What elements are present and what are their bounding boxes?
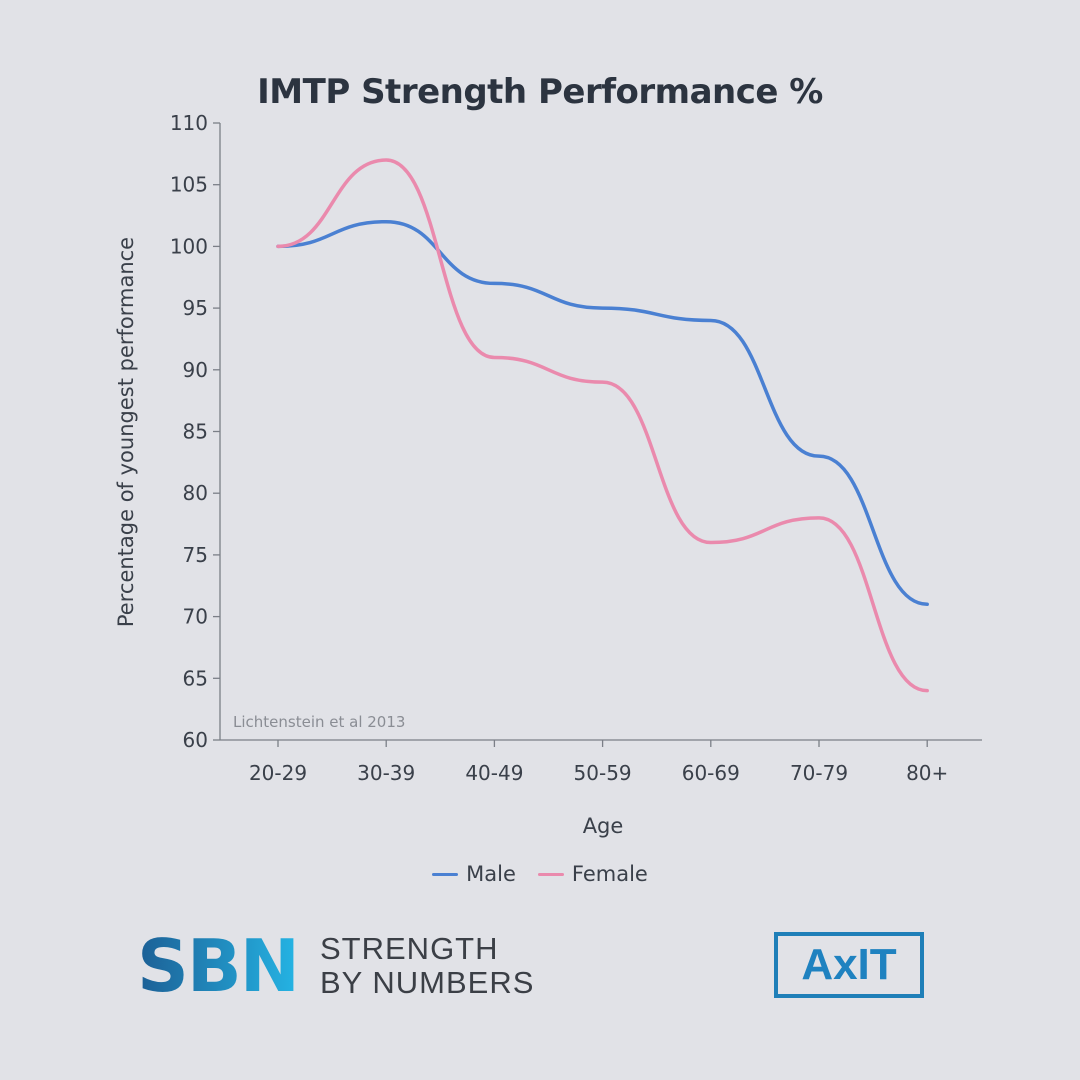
axit-logo: AxIT bbox=[774, 932, 924, 998]
chart-title: IMTP Strength Performance % bbox=[257, 72, 823, 112]
x-tick-label: 30-39 bbox=[357, 761, 415, 785]
x-tick-label: 40-49 bbox=[465, 761, 523, 785]
legend-item-male[interactable]: Male bbox=[432, 862, 516, 886]
y-tick-label: 75 bbox=[183, 543, 208, 567]
y-tick-label: 90 bbox=[183, 358, 208, 382]
y-tick-label: 85 bbox=[183, 420, 208, 444]
x-tick-label: 80+ bbox=[906, 761, 948, 785]
sbn-text-line2: BY NUMBERS bbox=[320, 965, 535, 1000]
legend-item-female[interactable]: Female bbox=[537, 862, 648, 886]
x-tick-label: 50-59 bbox=[574, 761, 632, 785]
x-tick-label: 70-79 bbox=[790, 761, 848, 785]
line-chart: 60 65 70 75 80 85 90 95 100 105 110 20-29 30-39 40-49… bbox=[114, 111, 982, 838]
source-annotation: Lichtenstein et al 2013 bbox=[233, 713, 405, 731]
y-tick-label: 110 bbox=[170, 111, 208, 135]
axes: 60 65 70 75 80 85 90 95 100 105 110 20-29 30-39 40-49… bbox=[170, 111, 982, 785]
x-tick-label: 20-29 bbox=[249, 761, 307, 785]
y-tick-label: 80 bbox=[183, 481, 208, 505]
x-tick-label: 60-69 bbox=[682, 761, 740, 785]
series-line-female bbox=[276, 158, 929, 693]
legend-label-female: Female bbox=[571, 862, 648, 886]
series-lines bbox=[276, 158, 929, 693]
y-tick-label: 60 bbox=[183, 728, 208, 752]
y-tick-label: 65 bbox=[183, 666, 208, 690]
sbn-text-line1: STRENGTH bbox=[320, 931, 499, 966]
x-axis-label: Age bbox=[583, 814, 624, 838]
sbn-logo-text: STRENGTH BY NUMBERS bbox=[320, 932, 534, 1000]
legend-swatch-female bbox=[537, 872, 564, 876]
legend-label-male: Male bbox=[466, 862, 516, 886]
y-axis-label: Percentage of youngest performance bbox=[114, 237, 138, 627]
y-tick-label: 105 bbox=[170, 173, 208, 197]
legend: Male Female bbox=[0, 862, 1080, 886]
y-tick-label: 70 bbox=[183, 605, 208, 629]
sbn-logo-mark: SBN bbox=[137, 924, 300, 1008]
series-line-male bbox=[276, 219, 929, 607]
y-tick-label: 95 bbox=[183, 296, 208, 320]
y-tick-label: 100 bbox=[170, 234, 208, 258]
legend-swatch-male bbox=[432, 872, 459, 876]
sbn-logo: SBN STRENGTH BY NUMBERS bbox=[137, 930, 534, 1002]
